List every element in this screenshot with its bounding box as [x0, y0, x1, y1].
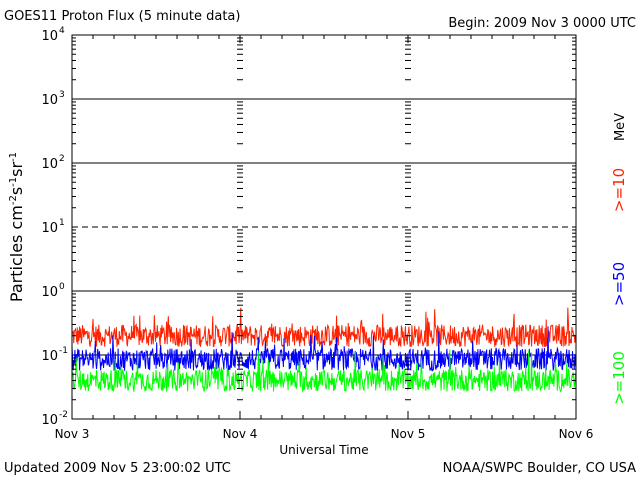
updated-timestamp: Updated 2009 Nov 5 23:00:02 UTC [4, 461, 231, 476]
y-tick-base: 10 [41, 29, 58, 44]
series-line-0 [71, 307, 577, 349]
series-line-1 [71, 326, 577, 372]
y-tick-exponent-10: 1 [59, 218, 65, 228]
x-tick-labels: Nov 3 Nov 4 Nov 5 Nov 6 [55, 427, 594, 441]
y-tick-marks [71, 35, 577, 419]
y-tick-exponent-1: 0 [59, 282, 65, 292]
y-tick-label-0.1: 10 [41, 349, 58, 364]
y-tick-exponent-0.01: -2 [59, 410, 68, 420]
y-tick-base: 10 [41, 93, 58, 108]
x-tick-label: Nov 6 [559, 427, 594, 441]
y-tick-exponent-100: 2 [59, 154, 65, 164]
legend-label-0: >=10 [610, 168, 628, 212]
y-tick-exponent-1000: 3 [59, 90, 65, 100]
chart-title: GOES11 Proton Flux (5 minute data) [4, 9, 241, 24]
y-axis-title: Particles cm-2s-1sr-1 [7, 152, 26, 302]
y-tick-label-0.01: 10 [41, 413, 58, 428]
y-tick-exponent-10000: 4 [59, 26, 65, 36]
x-tick-label: Nov 3 [55, 427, 90, 441]
series-group [71, 307, 577, 393]
y-title-exp1: -2 [8, 195, 19, 205]
y-title-mid2: sr [7, 162, 26, 177]
y-tick-base: 10 [41, 221, 58, 236]
y-tick-label-1000: 10 [41, 93, 58, 108]
x-tick-label: Nov 4 [223, 427, 258, 441]
right-legend: >=10 >=50 >=100 MeV [610, 113, 628, 405]
x-axis-title: Universal Time [279, 443, 368, 457]
y-title-exp3: -1 [8, 152, 19, 162]
y-tick-label-1: 10 [41, 285, 58, 300]
y-tick-exponent-0.1: -1 [59, 346, 68, 356]
data-source: NOAA/SWPC Boulder, CO USA [442, 461, 636, 476]
legend-label-2: >=100 [610, 351, 628, 405]
y-tick-label-100: 10 [41, 157, 58, 172]
y-tick-base: 10 [41, 157, 58, 172]
unit-label: MeV [613, 113, 628, 141]
legend-label-1: >=50 [610, 262, 628, 306]
grid-lines [72, 98, 576, 356]
y-title-base: Particles cm [7, 205, 26, 302]
begin-timestamp: Begin: 2009 Nov 3 0000 UTC [448, 16, 636, 31]
y-tick-base: 10 [41, 413, 58, 428]
y-tick-label-10: 10 [41, 221, 58, 236]
y-tick-base: 10 [41, 349, 58, 364]
y-title-exp2: -1 [8, 177, 19, 187]
y-tick-base: 10 [41, 285, 58, 300]
x-tick-label: Nov 5 [391, 427, 426, 441]
y-tick-label-10000: 10 [41, 29, 58, 44]
series-line-2 [71, 349, 577, 393]
y-title-mid1: s [7, 187, 26, 195]
